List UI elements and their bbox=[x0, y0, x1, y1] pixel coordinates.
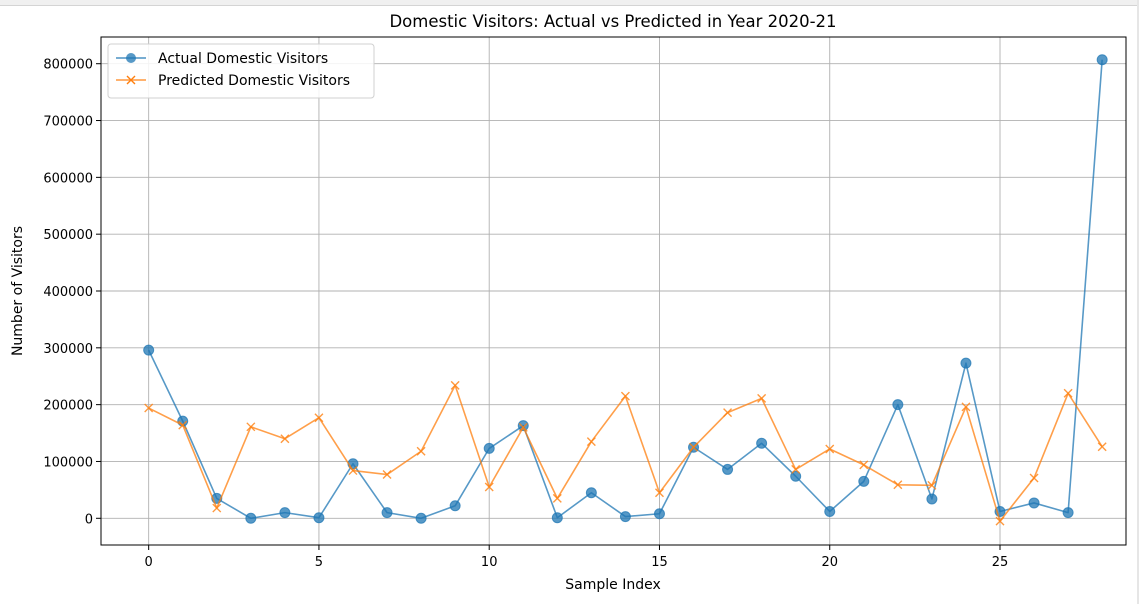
legend-label: Predicted Domestic Visitors bbox=[158, 73, 350, 89]
data-point bbox=[824, 505, 836, 517]
y-axis-label: Number of Visitors bbox=[10, 226, 26, 356]
data-point bbox=[995, 516, 1005, 526]
x-tick-label: 0 bbox=[145, 555, 153, 570]
x-tick-label: 15 bbox=[651, 555, 668, 570]
series-line bbox=[147, 59, 1103, 520]
legend: Actual Domestic Visitors Predicted Domest… bbox=[107, 43, 375, 99]
data-point bbox=[551, 512, 563, 524]
data-point bbox=[1029, 473, 1039, 483]
x-tick-label: 20 bbox=[821, 555, 838, 570]
axes: 0 5 10 15 20 25 0 100000 200000 300000 400000 50000… bbox=[43, 36, 1127, 570]
data-point bbox=[144, 403, 154, 413]
data-point bbox=[1028, 497, 1040, 509]
data-point bbox=[313, 512, 325, 524]
data-point bbox=[484, 482, 494, 492]
window-right-edge bbox=[1137, 0, 1139, 604]
series-line bbox=[148, 384, 1103, 522]
y-tick-label: 300000 bbox=[43, 342, 93, 357]
data-point bbox=[756, 437, 768, 449]
data-point bbox=[450, 380, 460, 390]
y-tick-label: 0 bbox=[85, 512, 93, 527]
data-point bbox=[960, 357, 972, 369]
data-point bbox=[1062, 507, 1074, 519]
data-point bbox=[689, 442, 699, 452]
data-point bbox=[348, 466, 358, 476]
data-point bbox=[619, 511, 631, 523]
y-tick-label: 800000 bbox=[43, 58, 93, 73]
data-point bbox=[825, 444, 835, 454]
y-tick-label: 100000 bbox=[43, 455, 93, 470]
data-point bbox=[893, 480, 903, 490]
data-point bbox=[449, 500, 461, 512]
data-point bbox=[552, 493, 562, 503]
data-point bbox=[858, 475, 870, 487]
data-point bbox=[381, 507, 393, 519]
data-point bbox=[620, 391, 630, 401]
data-series bbox=[143, 54, 1108, 526]
legend-label: Actual Domestic Visitors bbox=[158, 51, 328, 67]
data-point bbox=[382, 470, 392, 480]
data-point bbox=[314, 413, 324, 423]
y-tick-label: 500000 bbox=[43, 228, 93, 243]
data-point bbox=[927, 480, 937, 490]
grid-lines bbox=[101, 37, 1126, 545]
legend-box bbox=[107, 43, 375, 99]
data-point bbox=[757, 393, 767, 403]
data-point bbox=[416, 446, 426, 456]
data-point bbox=[791, 464, 801, 474]
data-point bbox=[926, 493, 938, 505]
data-point bbox=[279, 507, 291, 519]
data-point bbox=[859, 460, 869, 470]
y-tick-label: 400000 bbox=[43, 285, 93, 300]
data-point bbox=[723, 408, 733, 418]
window-top-edge bbox=[0, 0, 1139, 6]
x-tick-label: 10 bbox=[481, 555, 498, 570]
data-point bbox=[1097, 442, 1107, 452]
data-point bbox=[586, 437, 596, 447]
data-point bbox=[280, 434, 290, 444]
data-point bbox=[961, 402, 971, 412]
x-axis-label: Sample Index bbox=[565, 577, 660, 593]
data-point bbox=[653, 508, 665, 520]
data-point bbox=[246, 422, 256, 432]
y-tick-label: 200000 bbox=[43, 399, 93, 414]
data-point bbox=[722, 463, 734, 475]
data-point bbox=[518, 422, 528, 432]
data-point bbox=[1063, 388, 1073, 398]
data-point bbox=[654, 488, 664, 498]
chart-title: Domestic Visitors: Actual vs Predicted i… bbox=[389, 12, 836, 31]
data-point bbox=[517, 420, 529, 432]
data-point bbox=[143, 344, 155, 356]
legend-marker bbox=[126, 75, 136, 85]
x-tick-label: 25 bbox=[992, 555, 1009, 570]
data-point bbox=[483, 442, 495, 454]
y-tick-label: 600000 bbox=[43, 171, 93, 186]
x-tick-label: 5 bbox=[315, 555, 323, 570]
data-point bbox=[585, 487, 597, 499]
data-point bbox=[790, 470, 802, 482]
data-point bbox=[212, 503, 222, 513]
legend-marker bbox=[126, 53, 136, 63]
data-point bbox=[892, 399, 904, 411]
data-point bbox=[1096, 54, 1108, 66]
series-actual bbox=[143, 54, 1108, 524]
y-tick-label: 700000 bbox=[43, 115, 93, 130]
data-point bbox=[245, 512, 257, 524]
data-point bbox=[178, 420, 188, 430]
data-point bbox=[415, 512, 427, 524]
series-predicted bbox=[144, 380, 1107, 526]
